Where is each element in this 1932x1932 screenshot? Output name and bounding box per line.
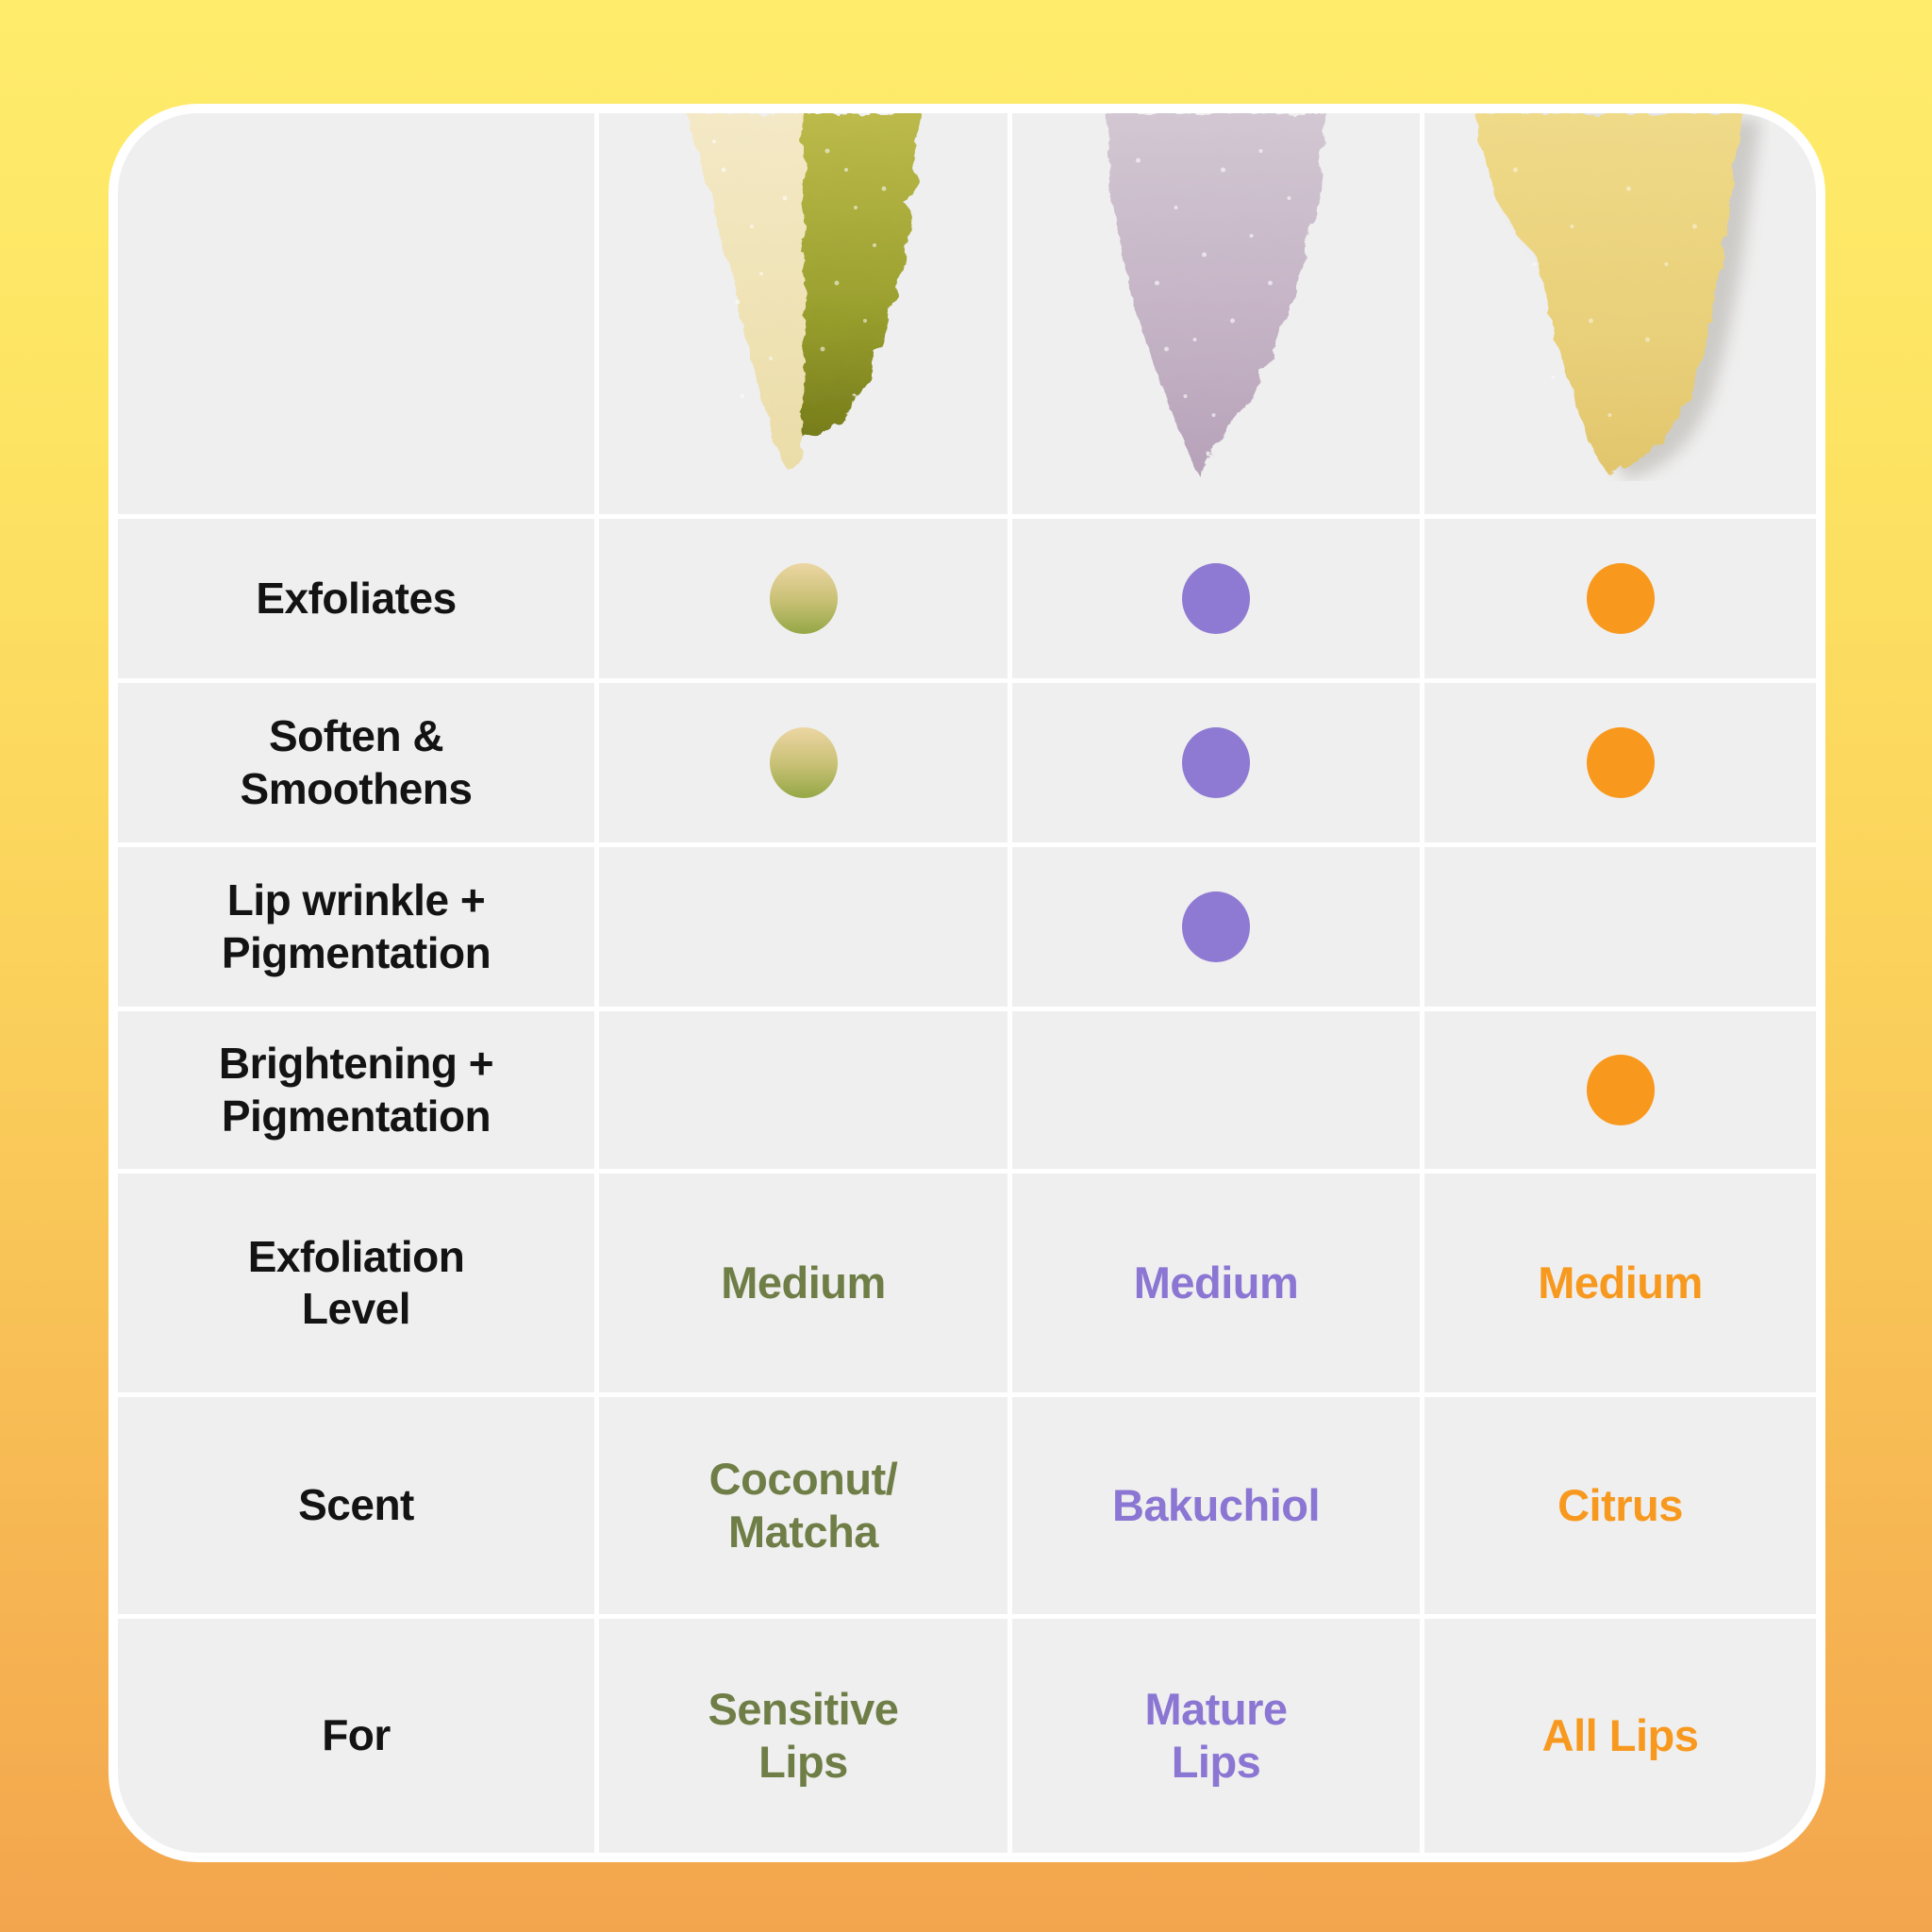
exfoliates-product-1-cell	[599, 519, 1008, 678]
lavender-bakuchiol-smear-icon	[1105, 113, 1327, 475]
scent-value-2: Bakuchiol	[1111, 1479, 1321, 1530]
for-product-2-cell: Mature Lips	[1012, 1619, 1420, 1853]
feature-dot-green	[769, 563, 838, 634]
header-empty-cell	[118, 113, 594, 514]
for-product-1-cell: Sensitive Lips	[599, 1619, 1008, 1853]
wrinkle-product-2-cell	[1012, 847, 1420, 1007]
level-value-3: Medium	[1538, 1257, 1703, 1307]
row-label-cell: Exfoliates	[118, 519, 594, 678]
feature-dot-orange	[1586, 563, 1655, 634]
level-product-1-cell: Medium	[599, 1174, 1008, 1392]
sparkle-dots	[711, 140, 886, 398]
row-exfoliation-level: Exfoliation Level Medium Medium Medium	[118, 1174, 1816, 1392]
yellow-citrus-smear-icon	[1473, 113, 1760, 479]
wrinkle-product-3-cell	[1424, 847, 1816, 1007]
for-value-2: Mature Lips	[1144, 1683, 1288, 1787]
level-value-1: Medium	[721, 1257, 886, 1307]
scent-product-3-cell: Citrus	[1424, 1397, 1816, 1614]
for-value-3: All Lips	[1541, 1709, 1699, 1760]
brightening-product-3-cell	[1424, 1011, 1816, 1169]
coconut-matcha-smear-icon	[685, 113, 922, 470]
feature-dot-green	[769, 727, 838, 798]
row-scent: Scent Coconut/ Matcha Bakuchiol Citrus	[118, 1397, 1816, 1614]
feature-dot-orange	[1586, 1055, 1655, 1125]
header-product-3-cell	[1424, 113, 1816, 514]
scent-product-2-cell: Bakuchiol	[1012, 1397, 1420, 1614]
brightening-product-2-cell	[1012, 1011, 1420, 1169]
row-label: Scent	[298, 1480, 414, 1530]
row-label-cell: Brightening + Pigmentation	[118, 1011, 594, 1169]
row-lip-wrinkle-pigmentation: Lip wrinkle + Pigmentation	[118, 847, 1816, 1007]
soften-product-3-cell	[1424, 683, 1816, 842]
level-value-2: Medium	[1133, 1257, 1299, 1307]
row-label-cell: Exfoliation Level	[118, 1174, 594, 1392]
row-for: For Sensitive Lips Mature Lips All Lips	[118, 1619, 1816, 1853]
sparkle-dots	[1136, 149, 1291, 417]
header-row	[118, 113, 1816, 514]
feature-dot-purple	[1182, 727, 1250, 798]
brightening-product-1-cell	[599, 1011, 1008, 1169]
row-label-cell: Soften & Smoothens	[118, 683, 594, 842]
feature-dot-purple	[1182, 891, 1250, 962]
for-product-3-cell: All Lips	[1424, 1619, 1816, 1853]
feature-dot-orange	[1586, 727, 1655, 798]
exfoliates-product-3-cell	[1424, 519, 1816, 678]
wrinkle-product-1-cell	[599, 847, 1008, 1007]
row-label-cell: Scent	[118, 1397, 594, 1614]
row-soften-smoothens: Soften & Smoothens	[118, 683, 1816, 842]
scent-value-1: Coconut/ Matcha	[708, 1453, 898, 1557]
scent-product-1-cell: Coconut/ Matcha	[599, 1397, 1008, 1614]
sparkle-dots	[1512, 167, 1697, 417]
soften-product-1-cell	[599, 683, 1008, 842]
feature-dot-purple	[1182, 563, 1250, 634]
header-product-2-cell	[1012, 113, 1420, 514]
row-label: For	[322, 1710, 391, 1760]
row-label: Exfoliation Level	[247, 1231, 465, 1333]
for-value-1: Sensitive Lips	[708, 1683, 899, 1787]
comparison-table: Exfoliates Soften & Smoothens	[108, 104, 1825, 1862]
row-exfoliates: Exfoliates	[118, 519, 1816, 678]
row-label-cell: Lip wrinkle + Pigmentation	[118, 847, 594, 1007]
level-product-2-cell: Medium	[1012, 1174, 1420, 1392]
row-brightening-pigmentation: Brightening + Pigmentation	[118, 1011, 1816, 1169]
row-label-cell: For	[118, 1619, 594, 1853]
scent-value-3: Citrus	[1557, 1479, 1683, 1530]
level-product-3-cell: Medium	[1424, 1174, 1816, 1392]
header-product-1-cell	[599, 113, 1008, 514]
row-label: Lip wrinkle + Pigmentation	[221, 875, 491, 977]
exfoliates-product-2-cell	[1012, 519, 1420, 678]
row-label: Brightening + Pigmentation	[218, 1039, 494, 1141]
soften-product-2-cell	[1012, 683, 1420, 842]
row-label: Exfoliates	[256, 573, 457, 623]
row-label: Soften & Smoothens	[240, 711, 473, 813]
